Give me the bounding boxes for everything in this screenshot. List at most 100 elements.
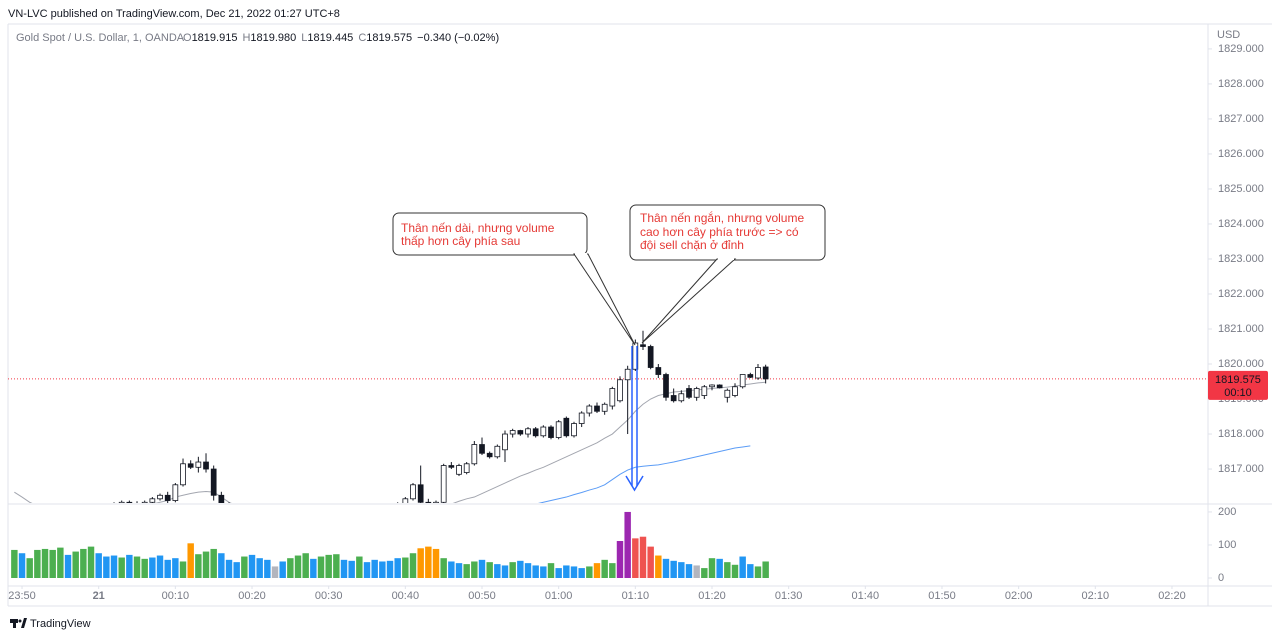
candle-body: [43, 518, 48, 522]
volume-bar: [524, 563, 532, 578]
candle-body: [126, 501, 133, 503]
candle-body: [471, 444, 478, 465]
volume-bar: [279, 561, 286, 578]
annotation-text: Thân nến dài, nhưng volume: [401, 221, 555, 235]
candle-body: [58, 520, 63, 524]
volume-bar: [639, 536, 647, 578]
volume-bar: [34, 549, 41, 578]
moving-average: [538, 445, 751, 503]
candle-body: [647, 346, 654, 368]
volume-bar: [678, 562, 685, 578]
volume-bar: [141, 558, 148, 578]
candle-body: [365, 509, 370, 511]
candle-body: [388, 506, 393, 508]
volume-bar: [586, 566, 593, 578]
candle-body: [440, 465, 447, 503]
volume-bar: [294, 555, 302, 578]
volume-bar: [754, 566, 762, 578]
volume-bar: [593, 563, 601, 578]
candle-body: [280, 522, 285, 525]
volume-bar: [762, 561, 769, 578]
candle-body: [663, 374, 669, 398]
volume-bar: [225, 559, 233, 578]
y-tick-label: 1829.000: [1218, 43, 1264, 55]
candle-body: [349, 513, 354, 515]
candle-body: [112, 506, 117, 508]
volume-bar: [724, 562, 731, 578]
volume-bar: [662, 558, 670, 578]
volume-bar: [110, 555, 118, 578]
candle-body: [73, 513, 78, 517]
x-tick-label: 01:50: [928, 590, 956, 602]
candle-body: [594, 405, 600, 412]
candle-body: [410, 484, 416, 500]
volume-bar: [486, 562, 493, 578]
candle-body: [227, 504, 232, 511]
legend-value: 1819.445: [307, 32, 353, 44]
moving-average: [14, 381, 766, 503]
x-tick-label: 23:50: [8, 590, 36, 602]
volume-bar: [409, 553, 417, 578]
candle-body: [693, 388, 700, 398]
candle-body: [66, 516, 71, 520]
candle-body: [601, 403, 608, 412]
candle-body: [494, 445, 501, 458]
candle-body: [12, 511, 17, 515]
volume-bar: [80, 548, 87, 578]
publish-line: VN-LVC published on TradingView.com, Dec…: [8, 8, 340, 20]
volume-bar: [432, 548, 440, 578]
x-tick-label: 00:20: [238, 590, 266, 602]
candle-body: [502, 433, 508, 451]
candle-body: [701, 386, 708, 396]
volume-bar: [532, 565, 539, 578]
candle-body: [357, 512, 362, 515]
y-tick-label: 1818.000: [1218, 428, 1264, 440]
candle-body: [303, 519, 308, 522]
candle-body: [632, 342, 639, 370]
candle-body: [571, 423, 577, 437]
candle-body: [81, 513, 86, 515]
volume-bar: [95, 553, 102, 578]
volume-bar: [478, 559, 486, 578]
last-price-label: 1819.575: [1215, 374, 1261, 386]
candle-body: [732, 386, 738, 396]
x-tick-label: 01:10: [622, 590, 650, 602]
volume-bar: [517, 560, 524, 578]
candle-body: [288, 522, 293, 525]
candle-body: [724, 389, 731, 398]
y-tick-label: 1828.000: [1218, 78, 1264, 90]
volume-bar: [57, 547, 64, 578]
y-tick-label: 1826.000: [1218, 148, 1264, 160]
y-tick-label: 1817.000: [1218, 463, 1264, 475]
candle-body: [563, 417, 570, 437]
y-tick-label: 1827.000: [1218, 113, 1264, 125]
x-tick-label: 01:30: [775, 590, 803, 602]
legend-value: −0.340 (−0.02%): [417, 32, 499, 44]
volume-bar: [386, 560, 394, 578]
volume-bar: [440, 558, 447, 578]
volume-bar: [133, 556, 141, 578]
volume-bar: [72, 551, 79, 578]
volume-bar: [118, 557, 125, 578]
candle-body: [311, 520, 316, 522]
candle-body: [273, 522, 278, 524]
footer-logo: [10, 618, 27, 628]
candle-body: [555, 421, 562, 438]
legend-value: 1819.575: [366, 32, 412, 44]
candle-body: [578, 412, 585, 424]
volume-bar: [103, 556, 110, 578]
volume-bar: [609, 563, 616, 578]
footer-brand: TradingView: [30, 618, 91, 630]
volume-bar: [739, 556, 746, 578]
volume-bar: [555, 568, 562, 578]
volume-bar: [241, 556, 248, 578]
y-tick-label: 1824.000: [1218, 218, 1264, 230]
legend-value: 1819.915: [192, 32, 238, 44]
candle-body: [50, 522, 55, 524]
volume-bar: [149, 557, 156, 578]
currency-label: USD: [1217, 29, 1240, 41]
legend-key: H: [242, 32, 250, 44]
volume-bar: [333, 554, 340, 578]
candle-body: [265, 520, 270, 524]
